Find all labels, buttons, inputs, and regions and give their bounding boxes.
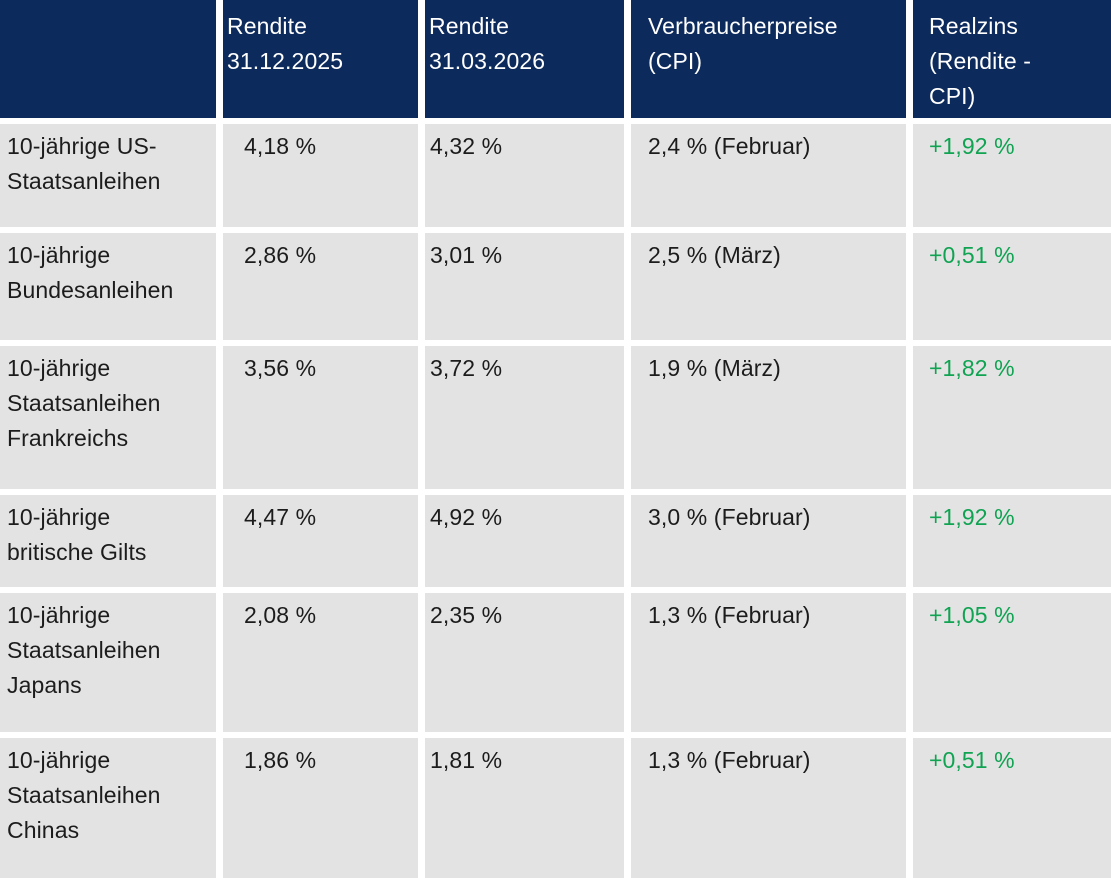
row-label-frankreich: 10-jährige Staatsanleihen Frankreichs	[0, 346, 216, 489]
cell-gilts-cpi: 3,0 % (Februar)	[631, 495, 906, 587]
header-cell-empty	[0, 0, 216, 118]
cell-china-realzins: +0,51 %	[913, 738, 1111, 878]
cell-frankreich-cpi: 1,9 % (März)	[631, 346, 906, 489]
cell-japan-rendite-2025: 2,08 %	[223, 593, 418, 732]
cell-frankreich-rendite-2025: 3,56 %	[223, 346, 418, 489]
cell-us-realzins: +1,92 %	[913, 124, 1111, 227]
cell-gilts-rendite-2025: 4,47 %	[223, 495, 418, 587]
cell-japan-realzins: +1,05 %	[913, 593, 1111, 732]
row-label-bund: 10-jährige Bundesanleihen	[0, 233, 216, 340]
cell-gilts-rendite-2026: 4,92 %	[425, 495, 624, 587]
header-cell-rendite-2026: Rendite 31.03.2026	[425, 0, 624, 118]
cell-us-rendite-2026: 4,32 %	[425, 124, 624, 227]
cell-frankreich-realzins: +1,82 %	[913, 346, 1111, 489]
cell-frankreich-rendite-2026: 3,72 %	[425, 346, 624, 489]
cell-china-rendite-2026: 1,81 %	[425, 738, 624, 878]
row-label-china: 10-jährige Staatsanleihen Chinas	[0, 738, 216, 878]
header-cell-rendite-2025: Rendite 31.12.2025	[223, 0, 418, 118]
cell-bund-realzins: +0,51 %	[913, 233, 1111, 340]
cell-china-cpi: 1,3 % (Februar)	[631, 738, 906, 878]
cell-us-cpi: 2,4 % (Februar)	[631, 124, 906, 227]
row-label-us: 10-jährige US- Staatsanleihen	[0, 124, 216, 227]
cell-us-rendite-2025: 4,18 %	[223, 124, 418, 227]
header-cell-realzins: Realzins (Rendite - CPI)	[913, 0, 1111, 118]
cell-bund-cpi: 2,5 % (März)	[631, 233, 906, 340]
cell-japan-rendite-2026: 2,35 %	[425, 593, 624, 732]
cell-japan-cpi: 1,3 % (Februar)	[631, 593, 906, 732]
cell-bund-rendite-2025: 2,86 %	[223, 233, 418, 340]
cell-gilts-realzins: +1,92 %	[913, 495, 1111, 587]
row-label-japan: 10-jährige Staatsanleihen Japans	[0, 593, 216, 732]
cell-china-rendite-2025: 1,86 %	[223, 738, 418, 878]
row-label-gilts: 10-jährige britische Gilts	[0, 495, 216, 587]
header-cell-cpi: Verbraucherpreise (CPI)	[631, 0, 906, 118]
cell-bund-rendite-2026: 3,01 %	[425, 233, 624, 340]
